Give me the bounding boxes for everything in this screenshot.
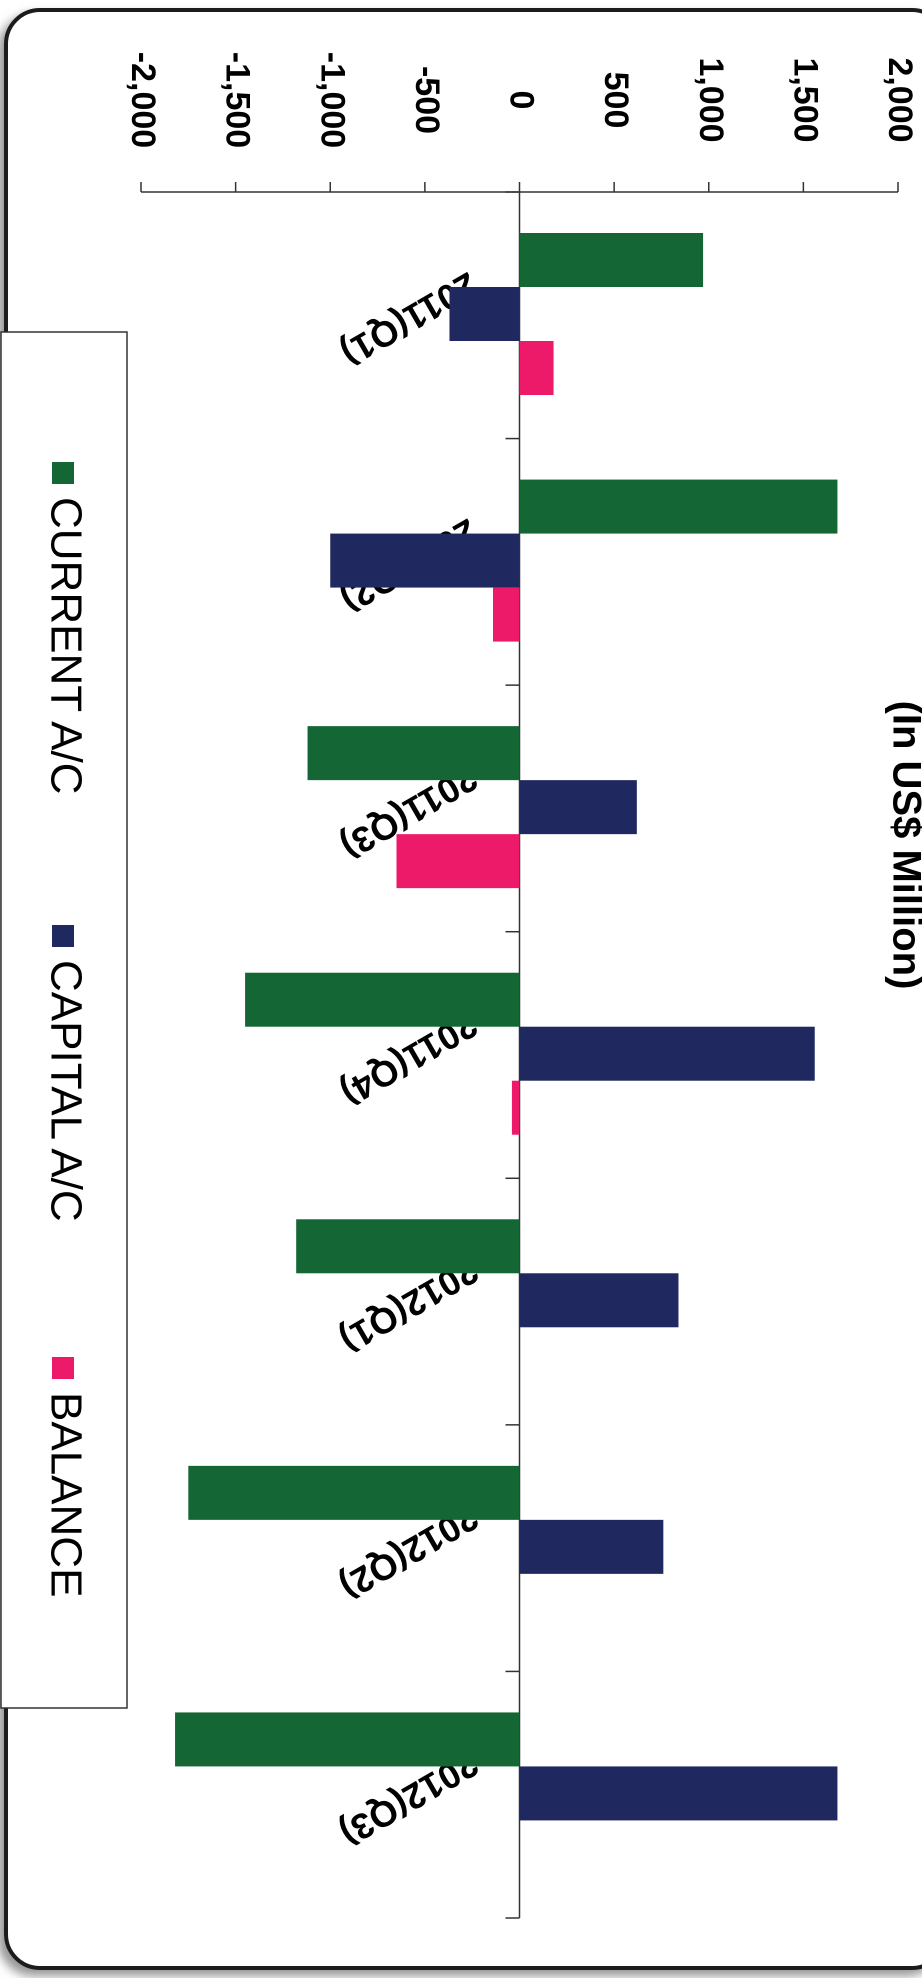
bar (519, 479, 838, 534)
legend-swatch (52, 925, 74, 947)
legend-label: CAPITAL A/C (41, 960, 90, 1222)
legend-label: CURRENT A/C (41, 497, 90, 794)
value-tick-label: -2,000 (124, 52, 162, 148)
bar (307, 726, 520, 781)
bars (175, 233, 838, 1821)
value-tick-label: -1,500 (219, 52, 257, 148)
value-tick-label: 1,000 (692, 57, 730, 142)
value-axis: -2,000 -1,500 -1,000 -500 0 500 1,000 1,500 2,00… (124, 52, 919, 193)
value-tick-label: -1,000 (313, 52, 351, 148)
bar (519, 341, 554, 395)
bar (519, 780, 637, 835)
value-tick-label: 500 (597, 72, 635, 129)
bar (519, 1766, 838, 1821)
bar (519, 1273, 679, 1328)
legend-swatch (52, 1357, 74, 1379)
value-tick-label: 1,500 (786, 57, 824, 142)
bar (449, 287, 520, 341)
bar (519, 233, 704, 287)
bar (396, 834, 520, 889)
chart-title-group: (In US$ Million) (884, 701, 922, 990)
bar (519, 1026, 815, 1081)
value-tick-label: -500 (408, 66, 446, 134)
value-tick-label: 0 (503, 91, 541, 110)
value-tick-label: 2,000 (881, 57, 919, 142)
legend-swatch (52, 462, 74, 484)
chart-title: (In US$ Million) (884, 701, 922, 990)
legend-label: BALANCE (41, 1392, 90, 1597)
category-axis: 2011(Q1)2011(Q2)2011(Q3)2011(Q4)2012(Q1)… (333, 191, 521, 1919)
bar (511, 1080, 520, 1135)
bar (493, 587, 520, 642)
bar (175, 1712, 520, 1767)
bar (245, 972, 520, 1027)
bar (519, 1519, 664, 1574)
bar (296, 1219, 520, 1274)
bar (188, 1465, 520, 1520)
legend: CURRENT A/C CAPITAL A/C BALANCE (0, 331, 128, 1709)
legend-box (0, 331, 128, 1709)
bar (330, 533, 520, 588)
